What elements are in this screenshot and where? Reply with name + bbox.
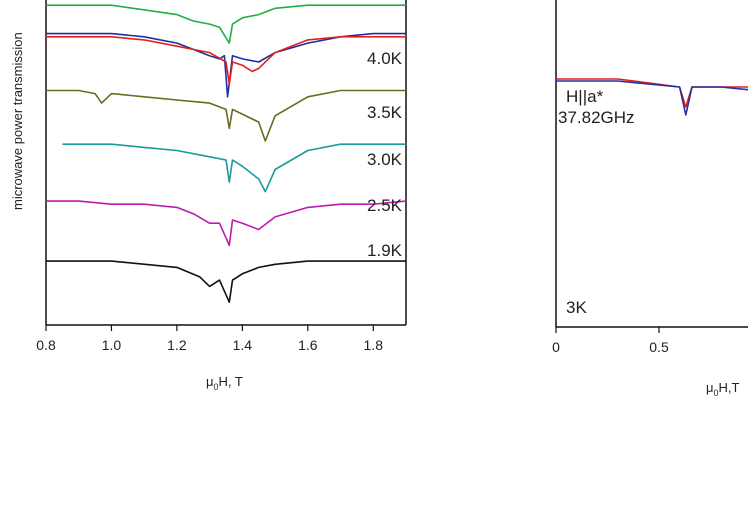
right-series-group — [556, 78, 748, 116]
temperature-label: 4.0K — [367, 49, 403, 68]
temperature-label: 2.5K — [367, 196, 403, 215]
left-y-axis-label: microwave power transmission — [10, 32, 25, 210]
left-x-tick-label: 1.4 — [233, 337, 253, 353]
right-temperature-label: 3K — [566, 298, 587, 317]
right-panel: 0 0.5 H||a* 37.82GHz 3K μ0H,T — [552, 0, 748, 398]
series-line — [46, 200, 407, 247]
series-line — [46, 4, 406, 44]
series-line — [62, 143, 406, 193]
series-line — [46, 260, 406, 304]
left-temperature-labels: 4.0K 3.5K 3.0K 2.5K 1.9K — [367, 49, 403, 260]
left-series-group — [46, 4, 407, 304]
left-x-axis-label: μ0H, T — [206, 374, 243, 392]
temperature-label: 1.9K — [367, 241, 403, 260]
left-x-tick-label: 1.0 — [102, 337, 122, 353]
left-x-tick-label: 1.8 — [364, 337, 384, 353]
left-panel: 0.8 1.0 1.2 1.4 1.6 1.8 4.0K3.5K3.0K2.5K1.9K … — [10, 0, 407, 392]
right-x-axis-label: μ0H,T — [706, 380, 740, 398]
left-x-tick-label: 1.6 — [298, 337, 318, 353]
right-x-tick-label: 0 — [552, 339, 560, 355]
series-line — [556, 80, 748, 116]
left-x-ticks: 0.8 1.0 1.2 1.4 1.6 1.8 — [36, 325, 383, 353]
temperature-label: 3.5K — [367, 103, 403, 122]
series-line — [46, 32, 406, 98]
field-direction-annotation: H||a* — [566, 87, 604, 106]
left-x-tick-label: 0.8 — [36, 337, 56, 353]
left-x-tick-label: 1.2 — [167, 337, 187, 353]
series-line — [46, 35, 406, 85]
right-x-tick-label: 0.5 — [649, 339, 669, 355]
series-line — [46, 89, 406, 142]
frequency-annotation: 37.82GHz — [558, 108, 635, 127]
temperature-label: 3.0K — [367, 150, 403, 169]
right-x-ticks: 0 0.5 — [552, 327, 669, 355]
